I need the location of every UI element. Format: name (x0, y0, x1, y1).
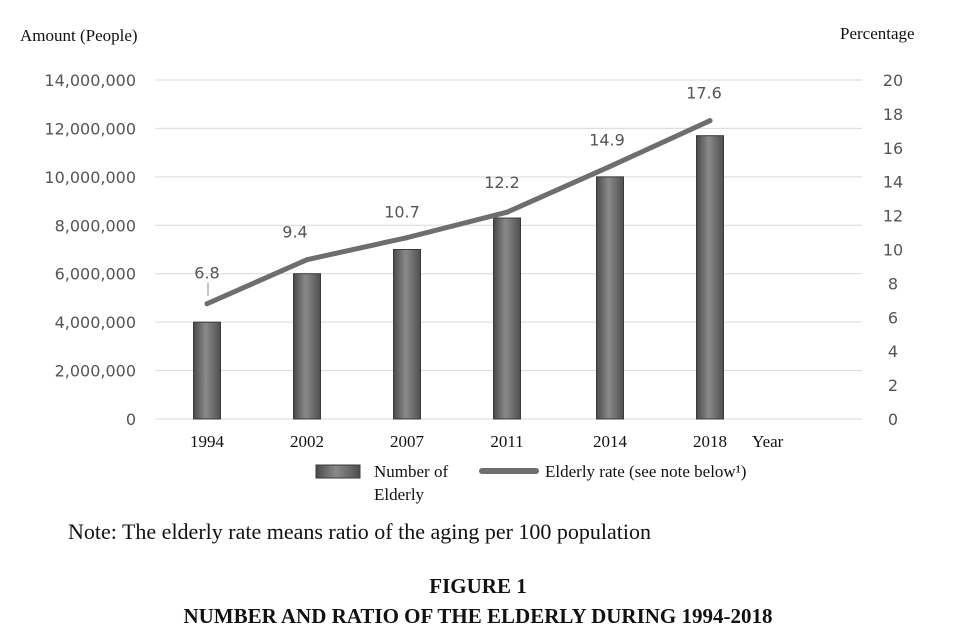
x-tick-label: 2018 (693, 432, 727, 451)
chart-note: Note: The elderly rate means ratio of th… (68, 519, 652, 544)
y-right-tick-label: 14 (883, 173, 903, 192)
line-series (204, 118, 713, 307)
axes: 14,000,000 12,000,000 10,000,000 8,000,000 6… (20, 24, 915, 451)
y-right-tick-label: 20 (883, 71, 903, 90)
y-left-tick-label: 8,000,000 (55, 216, 136, 235)
figure-title: NUMBER AND RATIO OF THE ELDERLY DURING 1… (183, 604, 773, 628)
y-left-tick-label: 2,000,000 (55, 362, 136, 381)
x-tick-label: 2014 (593, 432, 628, 451)
y-left-tick-label: 10,000,000 (44, 168, 136, 187)
x-axis-title: Year (752, 432, 784, 451)
data-labels: 6.8 9.4 10.7 12.2 14.9 17.6 (194, 84, 722, 296)
bar-2018 (696, 135, 724, 420)
data-label-2014: 14.9 (589, 130, 625, 149)
bar-2011 (493, 217, 521, 420)
x-tick-label: 1994 (190, 432, 225, 451)
elderly-rate-point-2002 (304, 257, 310, 263)
data-label-2007: 10.7 (384, 203, 420, 222)
data-label-2011: 12.2 (484, 173, 520, 192)
y-left-tick-label: 12,000,000 (44, 119, 136, 138)
bar-2007 (393, 249, 421, 420)
bars (193, 135, 724, 420)
bar-2002 (293, 273, 321, 420)
x-tick-label: 2002 (290, 432, 324, 451)
elderly-rate-point-2011 (504, 209, 510, 215)
y-right-tick-label: 18 (883, 105, 903, 124)
elderly-rate-point-1994 (204, 301, 210, 307)
legend-line-label: Elderly rate (see note below¹) (545, 462, 746, 481)
legend: Number of Elderly Elderly rate (see note b… (315, 462, 746, 504)
elderly-rate-point-2014 (607, 163, 613, 169)
legend-bar-label-line1: Number of (374, 462, 448, 481)
y-right-tick-label: 6 (888, 308, 898, 327)
figure-number: FIGURE 1 (429, 574, 527, 598)
y-left-tick-label: 14,000,000 (44, 71, 136, 90)
y-left-tick-label: 0 (126, 410, 136, 429)
bar-1994 (193, 321, 221, 420)
y-right-tick-label: 2 (888, 376, 898, 395)
chart: 6.8 9.4 10.7 12.2 14.9 17.6 14,000,000 12,000,… (20, 24, 915, 504)
y-right-tick-label: 16 (883, 139, 903, 158)
y-right-axis-title: Percentage (840, 24, 915, 43)
data-label-2018: 17.6 (686, 84, 722, 103)
y-right-tick-label: 8 (888, 274, 898, 293)
y-left-tick-label: 6,000,000 (55, 265, 136, 284)
elderly-rate-line (204, 118, 713, 307)
x-tick-label: 2007 (390, 432, 425, 451)
data-label-1994: 6.8 (194, 264, 219, 283)
legend-bar-label-line2: Elderly (374, 485, 425, 504)
y-right-tick-label: 10 (883, 241, 903, 260)
legend-bar-swatch (315, 464, 361, 479)
y-right-tick-label: 12 (883, 207, 903, 226)
x-tick-label: 2011 (490, 432, 523, 451)
bar-2014 (596, 176, 624, 420)
elderly-rate-point-2018 (707, 118, 713, 124)
data-label-2002: 9.4 (282, 223, 307, 242)
y-left-axis-title: Amount (People) (20, 26, 138, 45)
y-right-tick-label: 0 (888, 410, 898, 429)
y-left-tick-label: 4,000,000 (55, 313, 136, 332)
elderly-rate-point-2007 (404, 235, 410, 241)
y-right-tick-label: 4 (888, 342, 898, 361)
